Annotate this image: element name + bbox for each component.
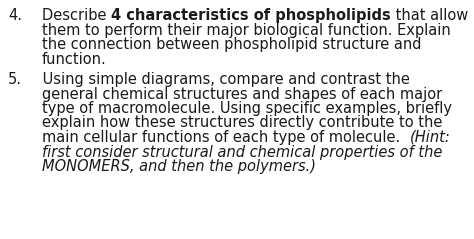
Text: (Hint:: (Hint: <box>410 130 450 145</box>
Text: the connection between phospholipid structure and: the connection between phospholipid stru… <box>42 37 421 52</box>
Text: explain how these structures directly contribute to the: explain how these structures directly co… <box>42 115 442 130</box>
Text: main cellular functions of each type of molecule.: main cellular functions of each type of … <box>42 130 410 145</box>
Text: first consider structural and chemical properties of the: first consider structural and chemical p… <box>42 145 442 159</box>
Text: 4.: 4. <box>8 8 22 23</box>
Text: 4 characteristics of phospholipids: 4 characteristics of phospholipids <box>111 8 391 23</box>
Text: that allow: that allow <box>391 8 468 23</box>
Text: Describe: Describe <box>42 8 111 23</box>
Text: MONOMERS, and then the polymers.): MONOMERS, and then the polymers.) <box>42 159 316 174</box>
Text: type of macromolecule. Using specific examples, briefly: type of macromolecule. Using specific ex… <box>42 101 452 116</box>
Text: function.: function. <box>42 51 107 66</box>
Text: Using simple diagrams, compare and contrast the: Using simple diagrams, compare and contr… <box>38 72 410 87</box>
Text: 5.: 5. <box>8 72 22 87</box>
Text: them to perform their major biological function. Explain: them to perform their major biological f… <box>42 22 451 38</box>
Text: general chemical structures and shapes of each major: general chemical structures and shapes o… <box>42 87 442 102</box>
